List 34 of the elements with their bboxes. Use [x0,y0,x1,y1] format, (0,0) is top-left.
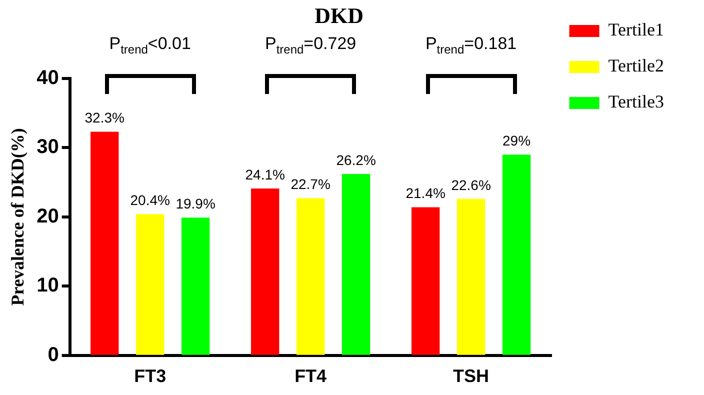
data-label: 21.4% [406,185,446,202]
bar [90,132,119,355]
legend-label: Tertile3 [608,92,664,112]
data-label: 26.2% [336,152,376,168]
bar [342,174,370,355]
legend-label: Tertile2 [608,56,664,76]
bar [456,198,486,355]
data-label: 32.3% [84,110,124,126]
x-tick-label: FT3 [134,366,166,386]
data-label: 19.9% [176,195,216,212]
x-tick-label: FT4 [294,366,327,386]
legend-label: Tertile1 [608,20,664,40]
y-axis-title: Prevalence of DKD(%) [7,128,28,306]
y-tick-label: 0 [48,344,59,366]
y-tick-label: 20 [36,205,59,228]
bar [296,198,325,355]
y-tick-label: 10 [36,274,59,297]
y-tick-label: 30 [36,136,59,158]
text: P$_{trend}$=0.181 [425,34,517,57]
chart-title: DKD [314,2,364,28]
bar [411,207,440,355]
data-label: 29% [502,132,531,148]
data-label: 20.4% [130,192,170,208]
data-label: 22.7% [290,176,330,192]
data-label: 22.6% [451,176,491,193]
bar [502,154,531,355]
text: P$_{trend}$=0.729 [264,34,356,57]
bar [181,218,210,355]
bar [136,214,164,355]
x-tick-label: TSH [453,366,490,386]
bar [251,188,280,355]
data-label: 24.1% [245,166,285,182]
text: P$_{trend}$<0.01 [109,34,191,57]
y-tick-label: 40 [36,66,59,89]
